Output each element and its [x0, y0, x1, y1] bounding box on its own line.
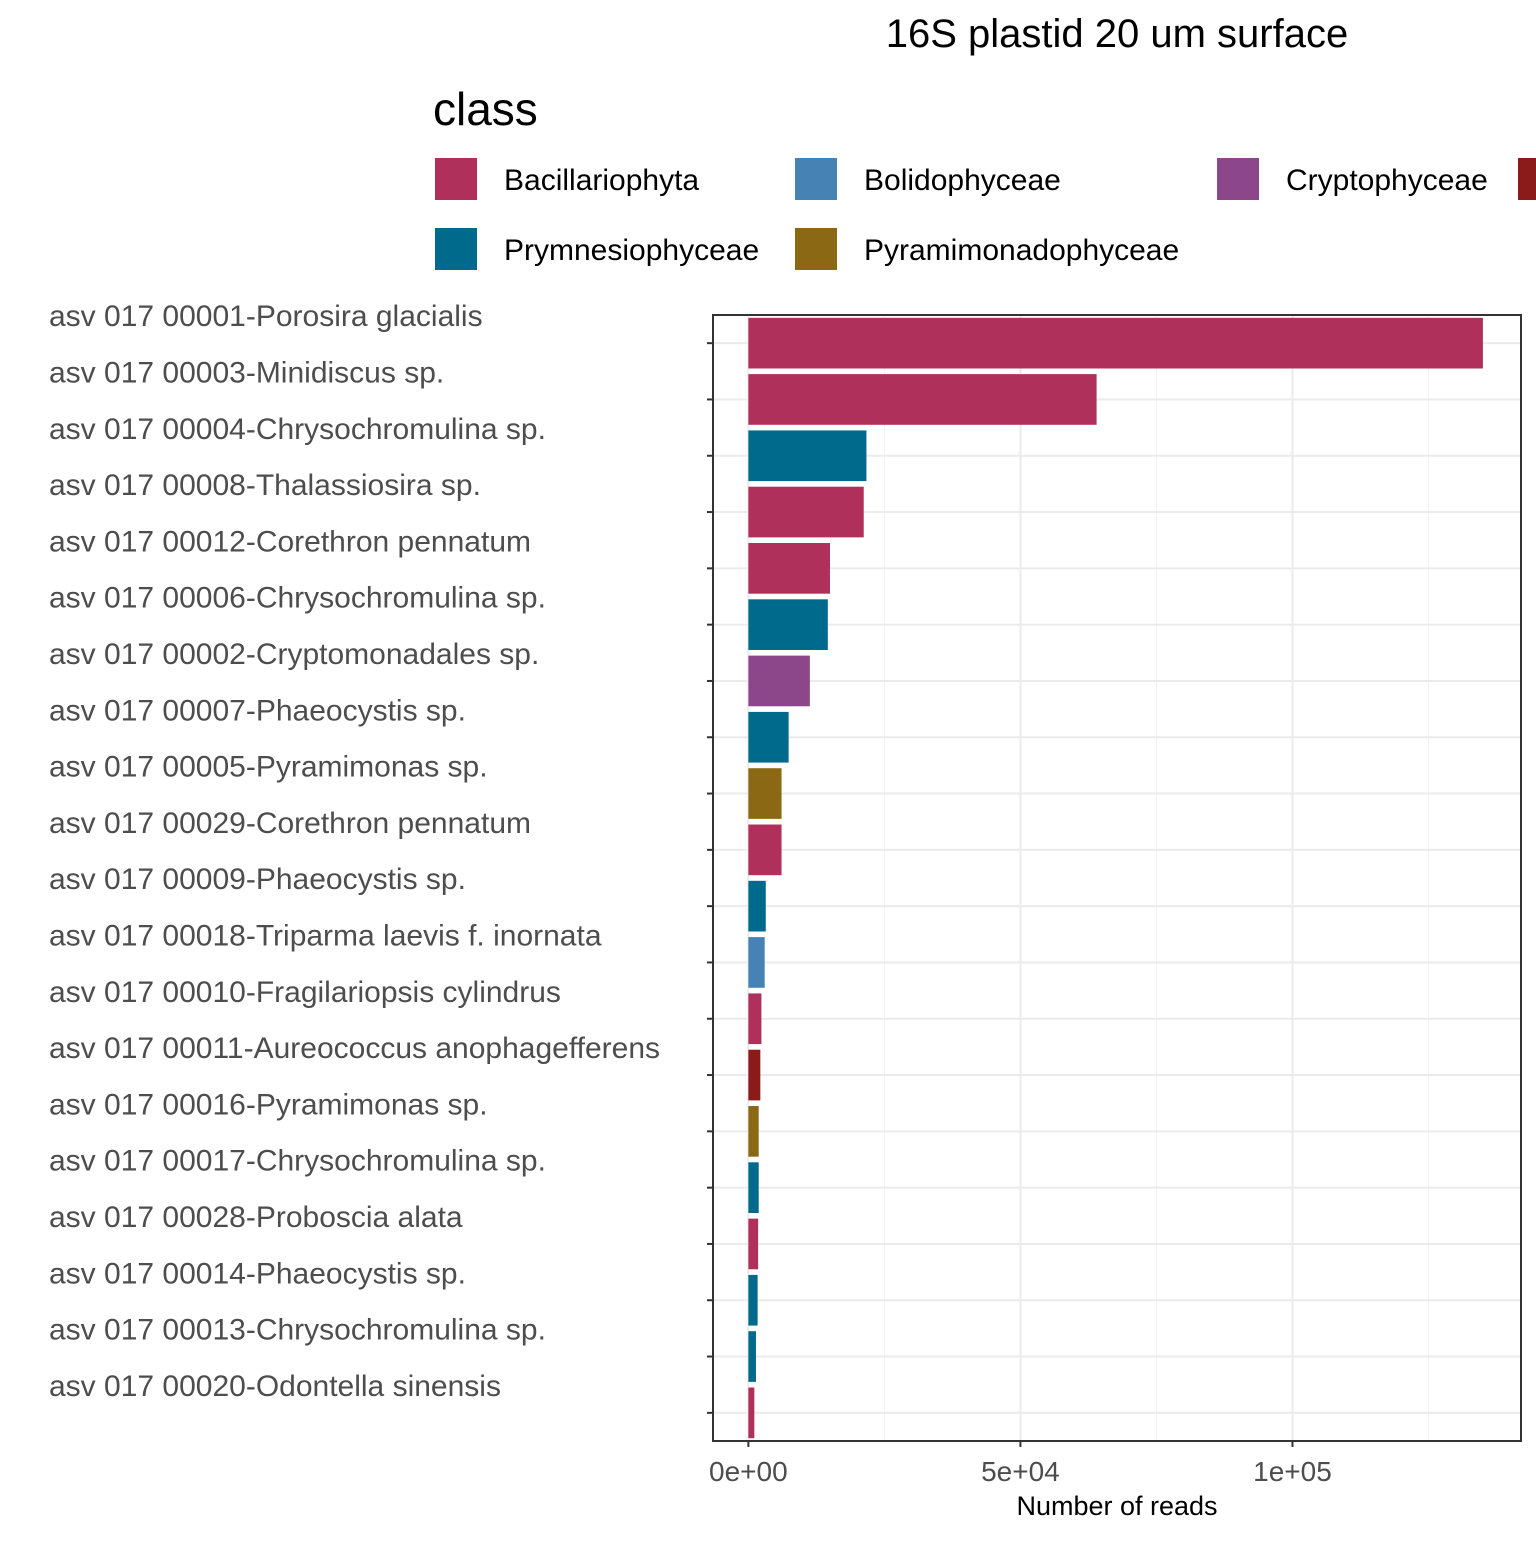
x-tick-label: 1e+05	[1253, 1456, 1332, 1487]
bar	[748, 1049, 761, 1101]
bar	[748, 1106, 759, 1157]
y-tick-label: asv 017 00003-Minidiscus sp.	[49, 356, 444, 389]
y-tick-label: asv 017 00010-Fragilariopsis cylindrus	[49, 976, 561, 1009]
y-tick-label: asv 017 00011-Aureococcus anophagefferen…	[49, 1032, 660, 1065]
y-tick-label: asv 017 00002-Cryptomonadales sp.	[49, 638, 539, 671]
bar	[748, 317, 1483, 369]
y-tick-label: asv 017 00013-Chrysochromulina sp.	[49, 1314, 546, 1347]
legend-title: class	[433, 83, 538, 135]
legend-key	[1518, 158, 1536, 200]
bar	[748, 880, 766, 932]
y-tick-label: asv 017 00001-Porosira glacialis	[49, 300, 483, 333]
y-tick-label: asv 017 00028-Proboscia alata	[49, 1201, 463, 1234]
panel-border	[712, 314, 1522, 1442]
x-tick-label: 0e+00	[709, 1456, 788, 1487]
bar	[748, 1331, 756, 1382]
legend-key	[1217, 158, 1259, 200]
legend-key	[435, 158, 477, 200]
plot-area	[712, 314, 1522, 1442]
bar	[748, 655, 810, 707]
bar	[748, 486, 864, 538]
y-tick-label: asv 017 00009-Phaeocystis sp.	[49, 863, 466, 896]
bar	[748, 374, 1097, 425]
legend-key	[795, 228, 837, 270]
legend-key	[795, 158, 837, 200]
bar	[748, 543, 830, 594]
bar	[748, 1162, 759, 1213]
bar	[748, 1274, 758, 1326]
bar	[748, 993, 762, 1045]
x-tick-label: 5e+04	[981, 1456, 1060, 1487]
chart-title: 16S plastid 20 um surface	[886, 12, 1348, 56]
y-tick-label: asv 017 00020-Odontella sinensis	[49, 1370, 501, 1403]
legend-label: Bacillariophyta	[504, 164, 699, 197]
y-tick-label: asv 017 00029-Corethron pennatum	[49, 807, 531, 840]
y-axis-labels: asv 017 00001-Porosira glacialis asv 017 …	[49, 300, 713, 1414]
y-tick-label: asv 017 00008-Thalassiosira sp.	[49, 469, 481, 502]
y-tick-label: asv 017 00018-Triparma laevis f. inornat…	[49, 919, 602, 952]
bar	[748, 1218, 759, 1270]
y-tick-label: asv 017 00017-Chrysochromulina sp.	[49, 1145, 546, 1178]
legend-label: Bolidophyceae	[864, 164, 1061, 197]
bar	[748, 711, 789, 763]
bar	[748, 430, 867, 482]
y-tick-label: asv 017 00014-Phaeocystis sp.	[49, 1257, 466, 1290]
y-tick-label: asv 017 00004-Chrysochromulina sp.	[49, 413, 546, 446]
y-tick-label: asv 017 00016-Pyramimonas sp.	[49, 1088, 488, 1121]
bar	[748, 937, 765, 988]
legend-label: Cryptophyceae	[1286, 164, 1488, 197]
legend-label: Pyramimonadophyceae	[864, 234, 1179, 267]
x-axis: 0e+00 5e+04 1e+05	[709, 1441, 1332, 1487]
y-tick-label: asv 017 00005-Pyramimonas sp.	[49, 751, 488, 784]
bar	[748, 768, 782, 819]
legend-label: Prymnesiophyceae	[504, 234, 759, 267]
y-tick-label: asv 017 00012-Corethron pennatum	[49, 525, 531, 558]
legend-key	[435, 228, 477, 270]
legend: Bacillariophyta Bolidophyceae Cryptophycea…	[435, 158, 1536, 270]
y-tick-label: asv 017 00006-Chrysochromulina sp.	[49, 582, 546, 615]
y-tick-label: asv 017 00007-Phaeocystis sp.	[49, 694, 466, 727]
x-axis-title: Number of reads	[1016, 1491, 1217, 1521]
bar	[748, 824, 782, 876]
bar	[748, 1387, 755, 1439]
bar	[748, 599, 828, 650]
